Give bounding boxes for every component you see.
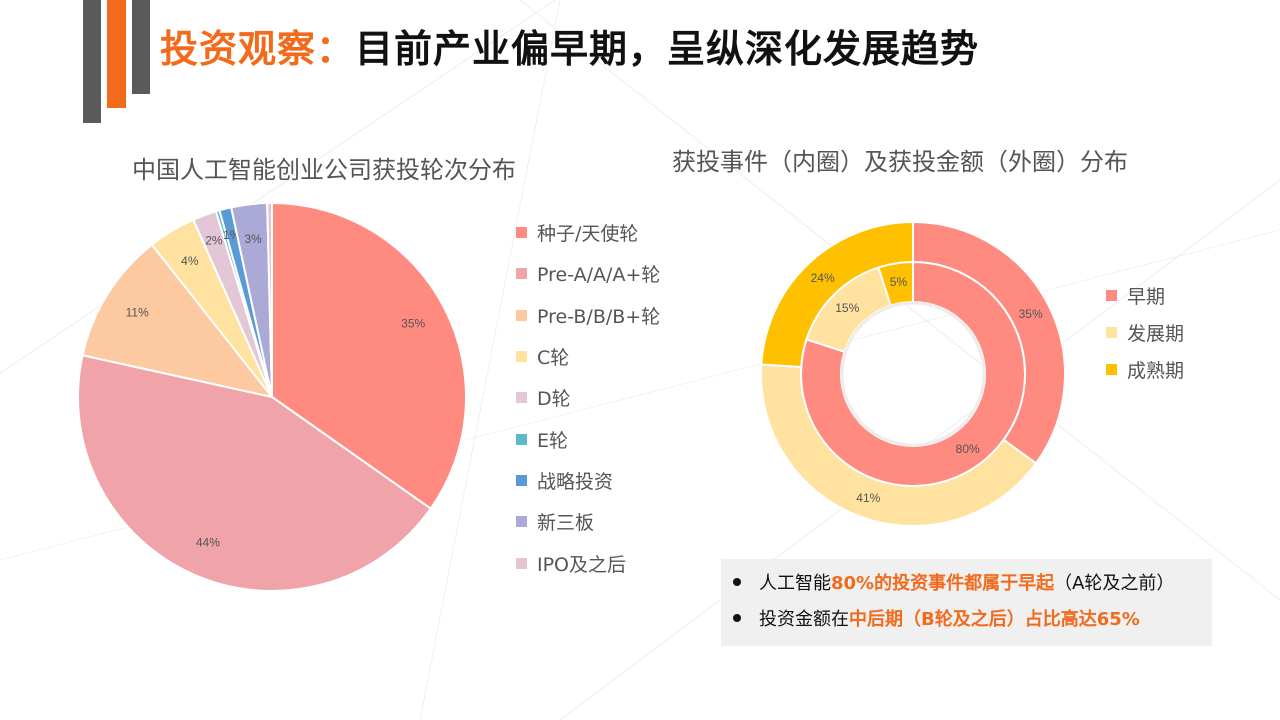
pie-slice — [77, 354, 433, 592]
left-chart-title: 中国人工智能创业公司获投轮次分布 — [132, 156, 516, 184]
legend-swatch — [1106, 290, 1117, 301]
legend-label: IPO及之后 — [537, 553, 627, 576]
pie-slice — [266, 201, 273, 398]
summary-line-2-pre: 投资金额在 — [759, 609, 849, 630]
legend-item: 成熟期 — [1106, 351, 1184, 388]
summary-line-1-highlight: 80%的投资事件都属于早起 — [831, 573, 1055, 594]
header-bar-orange — [107, 0, 126, 108]
legend-swatch — [516, 557, 527, 569]
legend-item: 早期 — [1106, 277, 1184, 314]
donut-data-label: 15% — [835, 301, 859, 315]
summary-box: 人工智能80%的投资事件都属于早起（A轮及之前） 投资金额在中后期（B轮及之后）… — [721, 559, 1212, 646]
pie-data-label: 35% — [401, 317, 425, 331]
right-chart-title: 获投事件（内圈）及获投金额（外圈）分布 — [672, 148, 1128, 176]
pie-data-label: 11% — [126, 305, 149, 319]
legend-swatch — [516, 351, 527, 363]
legend-label: D轮 — [537, 388, 571, 411]
bullet-icon — [733, 614, 741, 622]
legend-label: 新三板 — [537, 512, 595, 535]
legend-swatch — [516, 268, 527, 280]
header-bar-gray-2 — [132, 0, 150, 94]
summary-line-1-pre: 人工智能 — [759, 573, 831, 594]
donut-data-label: 80% — [956, 442, 980, 456]
outer-ring-slice — [912, 220, 1066, 465]
legend-item: IPO及之后 — [516, 542, 660, 583]
legend-label: 成熟期 — [1127, 360, 1185, 382]
legend-item: C轮 — [516, 336, 660, 377]
bullet-icon — [733, 578, 741, 586]
pie-slice — [271, 201, 467, 511]
donut-hole-edge — [840, 301, 986, 447]
page-title-accent: 投资观察： — [160, 27, 356, 71]
pie-data-label: 2% — [205, 234, 223, 248]
legend-label: 种子/天使轮 — [537, 223, 639, 246]
outer-ring-slice — [760, 220, 914, 369]
donut-data-label: 41% — [856, 491, 880, 505]
legend-label: Pre-A/A/A+轮 — [537, 264, 661, 287]
pie-data-label: 44% — [196, 536, 220, 550]
legend-item: 新三板 — [516, 501, 660, 542]
pie-data-label: 4% — [181, 254, 199, 268]
legend-item: Pre-A/A/A+轮 — [516, 253, 660, 294]
page-title-main: 目前产业偏早期，呈纵深化发展趋势 — [355, 27, 980, 71]
pie-slice — [81, 243, 275, 399]
legend-item: D轮 — [516, 377, 660, 418]
legend-swatch — [516, 474, 527, 486]
legend-label: 战略投资 — [537, 470, 614, 493]
header-bar-gray-1 — [83, 0, 101, 123]
summary-line-1: 人工智能80%的投资事件都属于早起（A轮及之前） — [733, 569, 1174, 595]
legend-label: 早期 — [1127, 286, 1166, 308]
donut-data-label: 5% — [890, 275, 908, 289]
legend-swatch — [516, 392, 527, 404]
summary-line-2: 投资金额在中后期（B轮及之后）占比高达65% — [733, 605, 1140, 631]
donut-data-label: 35% — [1019, 307, 1043, 321]
summary-line-2-highlight: 中后期（B轮及之后）占比高达65% — [849, 609, 1140, 630]
legend-swatch — [516, 309, 527, 321]
page-title: 投资观察：目前产业偏早期，呈纵深化发展趋势 — [160, 18, 979, 73]
legend-swatch — [516, 433, 527, 445]
legend-label: E轮 — [537, 429, 569, 452]
donut-data-label: 24% — [811, 271, 835, 285]
outer-ring-slice — [760, 363, 1038, 527]
legend-item: Pre-B/B/B+轮 — [516, 295, 660, 336]
legend-swatch — [516, 227, 527, 239]
legend-item: 种子/天使轮 — [516, 212, 660, 253]
legend-label: 发展期 — [1127, 323, 1185, 345]
summary-line-1-post: （A轮及之前） — [1054, 573, 1175, 594]
legend-item: 发展期 — [1106, 314, 1184, 351]
legend-item: 战略投资 — [516, 460, 660, 501]
legend-label: Pre-B/B/B+轮 — [537, 305, 661, 328]
legend-swatch — [516, 516, 527, 528]
left-chart-legend: 种子/天使轮 Pre-A/A/A+轮 Pre-B/B/B+轮 C轮 D轮 E轮战略投资新三… — [516, 212, 660, 584]
legend-swatch — [1106, 364, 1117, 375]
pie-data-label: 3% — [245, 232, 263, 246]
legend-swatch — [1106, 327, 1117, 338]
legend-label: C轮 — [537, 347, 570, 370]
right-chart-legend: 早期 发展期 成熟期 — [1106, 277, 1184, 388]
legend-item: E轮 — [516, 418, 660, 459]
